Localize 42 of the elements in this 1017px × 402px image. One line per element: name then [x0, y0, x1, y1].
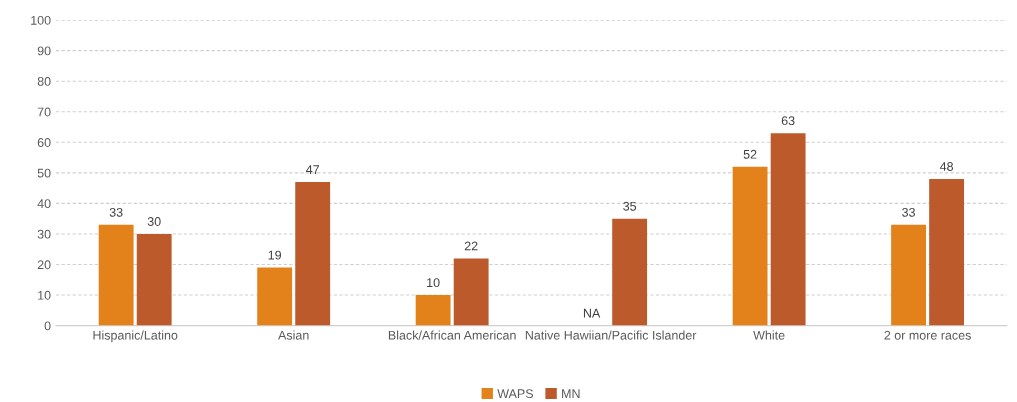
y-tick-label: 50	[37, 168, 51, 178]
data-label: 22	[464, 241, 478, 251]
y-tick-label: 10	[38, 290, 51, 300]
x-tick-label: Black/African American	[388, 330, 516, 340]
data-label: 63	[781, 116, 795, 126]
x-tick-label: Hispanic/Latino	[93, 330, 178, 343]
data-label: 47	[306, 165, 319, 174]
y-tick-label: 80	[37, 77, 51, 86]
x-tick-label: White	[753, 330, 785, 340]
data-label: 10	[427, 278, 440, 288]
text: NA	[583, 308, 601, 318]
data-label: 33	[902, 207, 915, 217]
bar	[929, 178, 965, 326]
bar	[732, 166, 768, 326]
bar	[612, 218, 648, 326]
y-tick-label: 20	[37, 260, 51, 270]
data-label: 52	[743, 149, 757, 159]
data-label: 30	[147, 217, 161, 226]
x-tick-label: 2 or more races	[884, 330, 971, 340]
data-label: 35	[623, 201, 637, 211]
x-tick-label: Asian	[278, 330, 309, 340]
data-label: 19	[268, 250, 281, 260]
y-tick-label: 40	[37, 199, 51, 209]
y-tick-label: 70	[37, 107, 51, 117]
bar	[98, 224, 134, 326]
legend-label: MN	[562, 389, 580, 398]
legend-label: WAPS	[497, 389, 534, 399]
y-tick-label: 90	[37, 46, 51, 56]
bar	[257, 267, 293, 326]
bar	[453, 258, 489, 326]
x-tick-label: Native Hawiian/Pacific Islander	[525, 330, 697, 340]
data-label: 33	[109, 207, 123, 217]
bar	[415, 295, 451, 326]
bar	[891, 224, 926, 326]
bar	[770, 133, 806, 326]
data-label: 48	[939, 162, 954, 171]
y-tick-label: 60	[37, 138, 51, 147]
y-tick-label: 0	[44, 321, 51, 331]
bar	[295, 182, 331, 326]
y-tick-label: 30	[37, 229, 51, 239]
y-tick-label: 100	[31, 15, 51, 25]
bar	[136, 233, 172, 326]
